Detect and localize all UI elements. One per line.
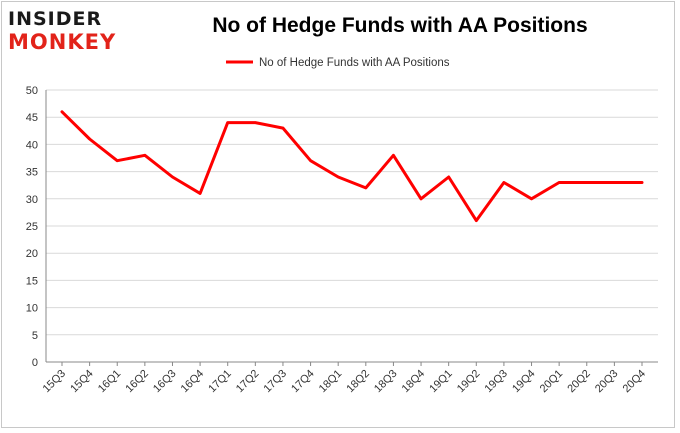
- data-point: [419, 197, 423, 200]
- insider-monkey-logo: INSIDER MONKEY: [8, 10, 130, 56]
- data-point: [613, 181, 616, 184]
- data-point: [88, 137, 91, 141]
- x-tick-label: 20Q2: [565, 368, 593, 396]
- x-tick-label: 18Q4: [400, 368, 428, 396]
- data-point: [392, 154, 395, 157]
- series-group: [60, 110, 644, 223]
- x-tick-label: 17Q2: [234, 368, 262, 396]
- axes: [45, 90, 658, 366]
- x-tick-label: 15Q3: [41, 368, 69, 396]
- y-tick-label: 0: [32, 357, 38, 369]
- legend-label: No of Hedge Funds with AA Positions: [259, 57, 450, 69]
- x-tick-label: 16Q2: [123, 368, 151, 396]
- y-tick-label: 50: [26, 85, 38, 97]
- x-tick-label: 17Q3: [262, 368, 290, 396]
- gridlines: [46, 89, 658, 336]
- x-tick-label: 15Q4: [68, 368, 96, 396]
- y-tick-label: 40: [26, 139, 38, 151]
- data-point: [530, 197, 533, 200]
- chart-frame: [1, 1, 675, 428]
- y-tick-label: 25: [26, 221, 38, 233]
- y-tick-labels: 0 5 10 15 20 25 30 35 40 45 50: [26, 85, 38, 369]
- data-point: [309, 159, 312, 162]
- x-tick-label: 17Q4: [289, 368, 317, 396]
- data-point: [198, 192, 202, 195]
- data-point: [254, 121, 257, 124]
- data-point: [585, 181, 588, 184]
- y-tick-label: 10: [26, 303, 38, 315]
- data-point: [116, 159, 119, 162]
- series-line-0: [60, 110, 644, 223]
- x-tick-label: 19Q3: [483, 368, 511, 396]
- data-point: [640, 181, 644, 184]
- data-point: [557, 181, 561, 184]
- x-tick-labels: 15Q3 15Q4 16Q1 16Q2 16Q3 16Q4 17Q1 17Q2 17Q3 17Q4…: [41, 368, 649, 396]
- y-tick-label: 30: [26, 194, 38, 206]
- data-point: [60, 110, 64, 113]
- legend: No of Hedge Funds with AA Positions: [226, 57, 450, 69]
- data-point: [447, 175, 450, 179]
- x-tick-label: 19Q1: [427, 368, 455, 396]
- x-tick-label: 17Q1: [206, 368, 234, 396]
- y-tick-label: 15: [26, 275, 38, 287]
- y-tick-label: 20: [26, 248, 38, 260]
- x-tick-label: 16Q3: [151, 368, 179, 396]
- data-point: [364, 186, 368, 190]
- y-tick-label: 5: [32, 330, 38, 342]
- x-tick-label: 19Q4: [510, 368, 538, 396]
- logo-text-insider: INSIDER: [8, 8, 103, 30]
- x-tick-label: 16Q4: [179, 368, 207, 396]
- y-tick-label: 35: [26, 167, 38, 179]
- x-tick-label: 18Q2: [344, 368, 372, 396]
- x-tick-label: 16Q1: [96, 368, 124, 396]
- logo-text-monkey: MONKEY: [8, 30, 117, 54]
- x-tick-label: 20Q4: [621, 368, 649, 396]
- x-tick-label: 20Q1: [538, 368, 566, 396]
- data-point: [475, 219, 478, 222]
- x-tick-label: 20Q3: [593, 368, 621, 396]
- data-point: [502, 181, 506, 184]
- data-point: [336, 175, 340, 179]
- chart-title: No of Hedge Funds with AA Positions: [212, 14, 588, 37]
- x-tick-label: 18Q3: [372, 368, 400, 396]
- x-tick-label: 18Q1: [317, 368, 345, 396]
- data-point: [226, 121, 229, 124]
- data-point: [281, 126, 285, 130]
- x-tick-label: 19Q2: [455, 368, 483, 396]
- data-point: [143, 154, 147, 157]
- y-tick-label: 45: [26, 112, 38, 124]
- data-point: [171, 175, 174, 179]
